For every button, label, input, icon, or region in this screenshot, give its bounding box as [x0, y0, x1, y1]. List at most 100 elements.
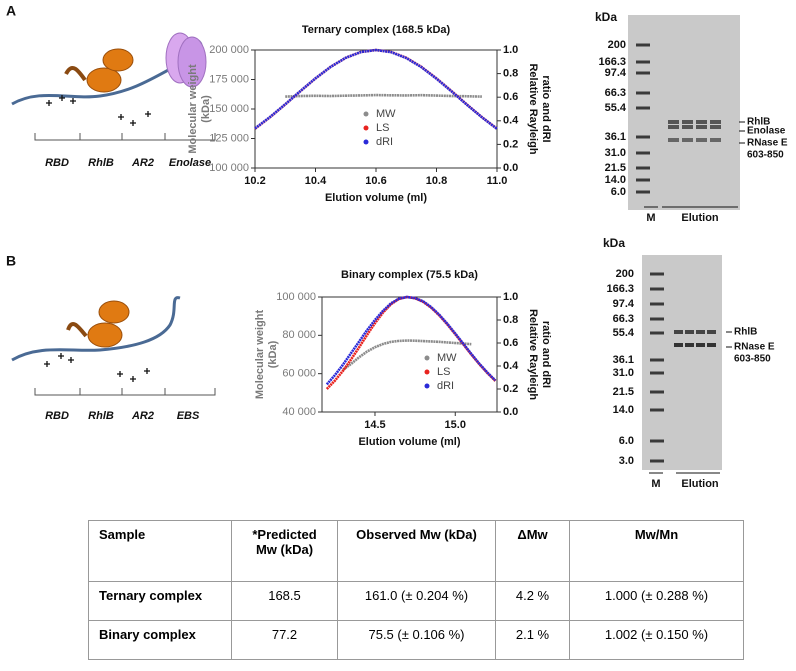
gel-band	[650, 287, 664, 291]
marker-label: 6.0	[611, 186, 626, 198]
marker-label: 166.3	[606, 283, 634, 295]
marker-label: 21.5	[613, 386, 634, 398]
x-axis-label: Elution volume (ml)	[325, 192, 427, 204]
domain-label: Enolase	[169, 157, 211, 169]
charges	[44, 353, 150, 382]
x-tick-label: 10.2	[244, 175, 265, 187]
header-cell: *Predicted Mw (kDa)	[231, 520, 338, 582]
x-tick-label: 10.8	[426, 175, 447, 187]
marker-label: 55.4	[605, 102, 627, 114]
rhlb-domain	[87, 322, 123, 348]
marker-label: 31.0	[613, 367, 634, 379]
panel-label: B	[6, 253, 16, 269]
gel-band	[696, 125, 707, 129]
gel-image	[642, 255, 722, 470]
figure-panels: A B RBD RhlB AR2 Enolase RBD RhlB AR2 EB…	[6, 3, 788, 490]
gel-band	[650, 439, 664, 443]
marker-label: 66.3	[613, 313, 634, 325]
x-tick-label: 15.0	[445, 419, 466, 431]
y-tick-label: 175 000	[209, 73, 249, 85]
gel-band	[668, 125, 679, 129]
marker-label: 97.4	[613, 298, 635, 310]
marker-label: 31.0	[605, 147, 626, 159]
y2-tick-label: 1.0	[503, 44, 518, 56]
header-cell: Sample	[88, 520, 232, 582]
y2-axis-label: Relative Rayleigh	[527, 309, 539, 400]
diagram-a: RBD RhlB AR2 Enolase	[11, 32, 216, 169]
y-axis-label: (kDa)	[200, 95, 212, 123]
charges	[46, 95, 151, 126]
marker-label: 36.1	[613, 354, 634, 366]
domain-label: RBD	[45, 157, 69, 169]
marker-label: 14.0	[613, 404, 634, 416]
legend-label: dRI	[376, 136, 393, 148]
y-axis-label: Molecular weight	[187, 64, 199, 154]
marker-label: 21.5	[605, 162, 626, 174]
y2-tick-label: 0.4	[503, 115, 519, 127]
cell: 2.1 %	[495, 620, 570, 660]
legend-marker	[424, 369, 430, 375]
marker-label: 36.1	[605, 131, 626, 143]
lane-label: Elution	[681, 212, 719, 224]
x-tick-label: 10.4	[305, 175, 327, 187]
results-table: Sample *Predicted Mw (kDa) Observed Mw (…	[88, 520, 744, 660]
marker-label: 14.0	[605, 174, 626, 186]
header-cell: Mw/Mn	[569, 520, 744, 582]
lane-label: M	[651, 478, 660, 490]
y2-tick-label: 0.2	[503, 383, 518, 395]
linker	[66, 322, 88, 338]
rhlb-domain	[86, 67, 122, 93]
gel-unit: kDa	[603, 236, 625, 250]
y-axis-label: Molecular weight	[254, 310, 266, 400]
legend-marker	[363, 111, 369, 117]
gel-band	[682, 138, 693, 142]
gel-band	[682, 125, 693, 129]
y2-axis-label: ratio and dRI	[540, 321, 552, 388]
gel-band	[650, 331, 664, 335]
gel-band	[674, 330, 683, 334]
lane-label: M	[646, 212, 655, 224]
cell: 1.002 (± 0.150 %)	[569, 620, 744, 660]
header-cell: ΔMw	[495, 520, 570, 582]
gel-band	[707, 343, 716, 347]
legend-marker	[424, 383, 430, 389]
y2-tick-label: 0.6	[503, 337, 518, 349]
domain-label: EBS	[177, 410, 200, 422]
gel-band	[685, 330, 694, 334]
y2-tick-label: 1.0	[503, 291, 518, 303]
marker-label: 55.4	[613, 327, 635, 339]
gel-band	[710, 138, 721, 142]
legend-marker	[424, 355, 430, 361]
series-line	[254, 48, 498, 130]
gel-band	[668, 120, 679, 124]
cell: 4.2 %	[495, 581, 570, 621]
cell: Ternary complex	[88, 581, 232, 621]
gel-band	[636, 60, 650, 64]
marker-label: 200	[608, 39, 626, 51]
domain-label: RhlB	[88, 410, 114, 422]
y-tick-label: 60 000	[282, 368, 316, 380]
gel-band	[710, 120, 721, 124]
y-tick-label: 125 000	[209, 132, 249, 144]
rhlb-domain	[98, 300, 130, 324]
cell: Binary complex	[88, 620, 232, 660]
domain-bracket	[34, 388, 216, 396]
cell: 168.5	[231, 581, 338, 621]
y-tick-label: 40 000	[282, 406, 316, 418]
gel-band	[650, 272, 664, 276]
table-header: Sample *Predicted Mw (kDa) Observed Mw (…	[88, 520, 744, 582]
cell: 1.000 (± 0.288 %)	[569, 581, 744, 621]
gel-band	[636, 178, 650, 182]
gel-band	[650, 302, 664, 306]
y-tick-label: 200 000	[209, 44, 249, 56]
rhlb-domain	[102, 48, 134, 72]
marker-label: 200	[616, 268, 634, 280]
legend-label: MW	[437, 352, 457, 364]
x-tick-label: 14.5	[364, 419, 385, 431]
cell: 77.2	[231, 620, 338, 660]
gel-band	[636, 190, 650, 194]
y-tick-label: 100 000	[276, 291, 316, 303]
gel-band	[707, 330, 716, 334]
table-row: Ternary complex 168.5 161.0 (± 0.204 %) …	[88, 581, 744, 621]
